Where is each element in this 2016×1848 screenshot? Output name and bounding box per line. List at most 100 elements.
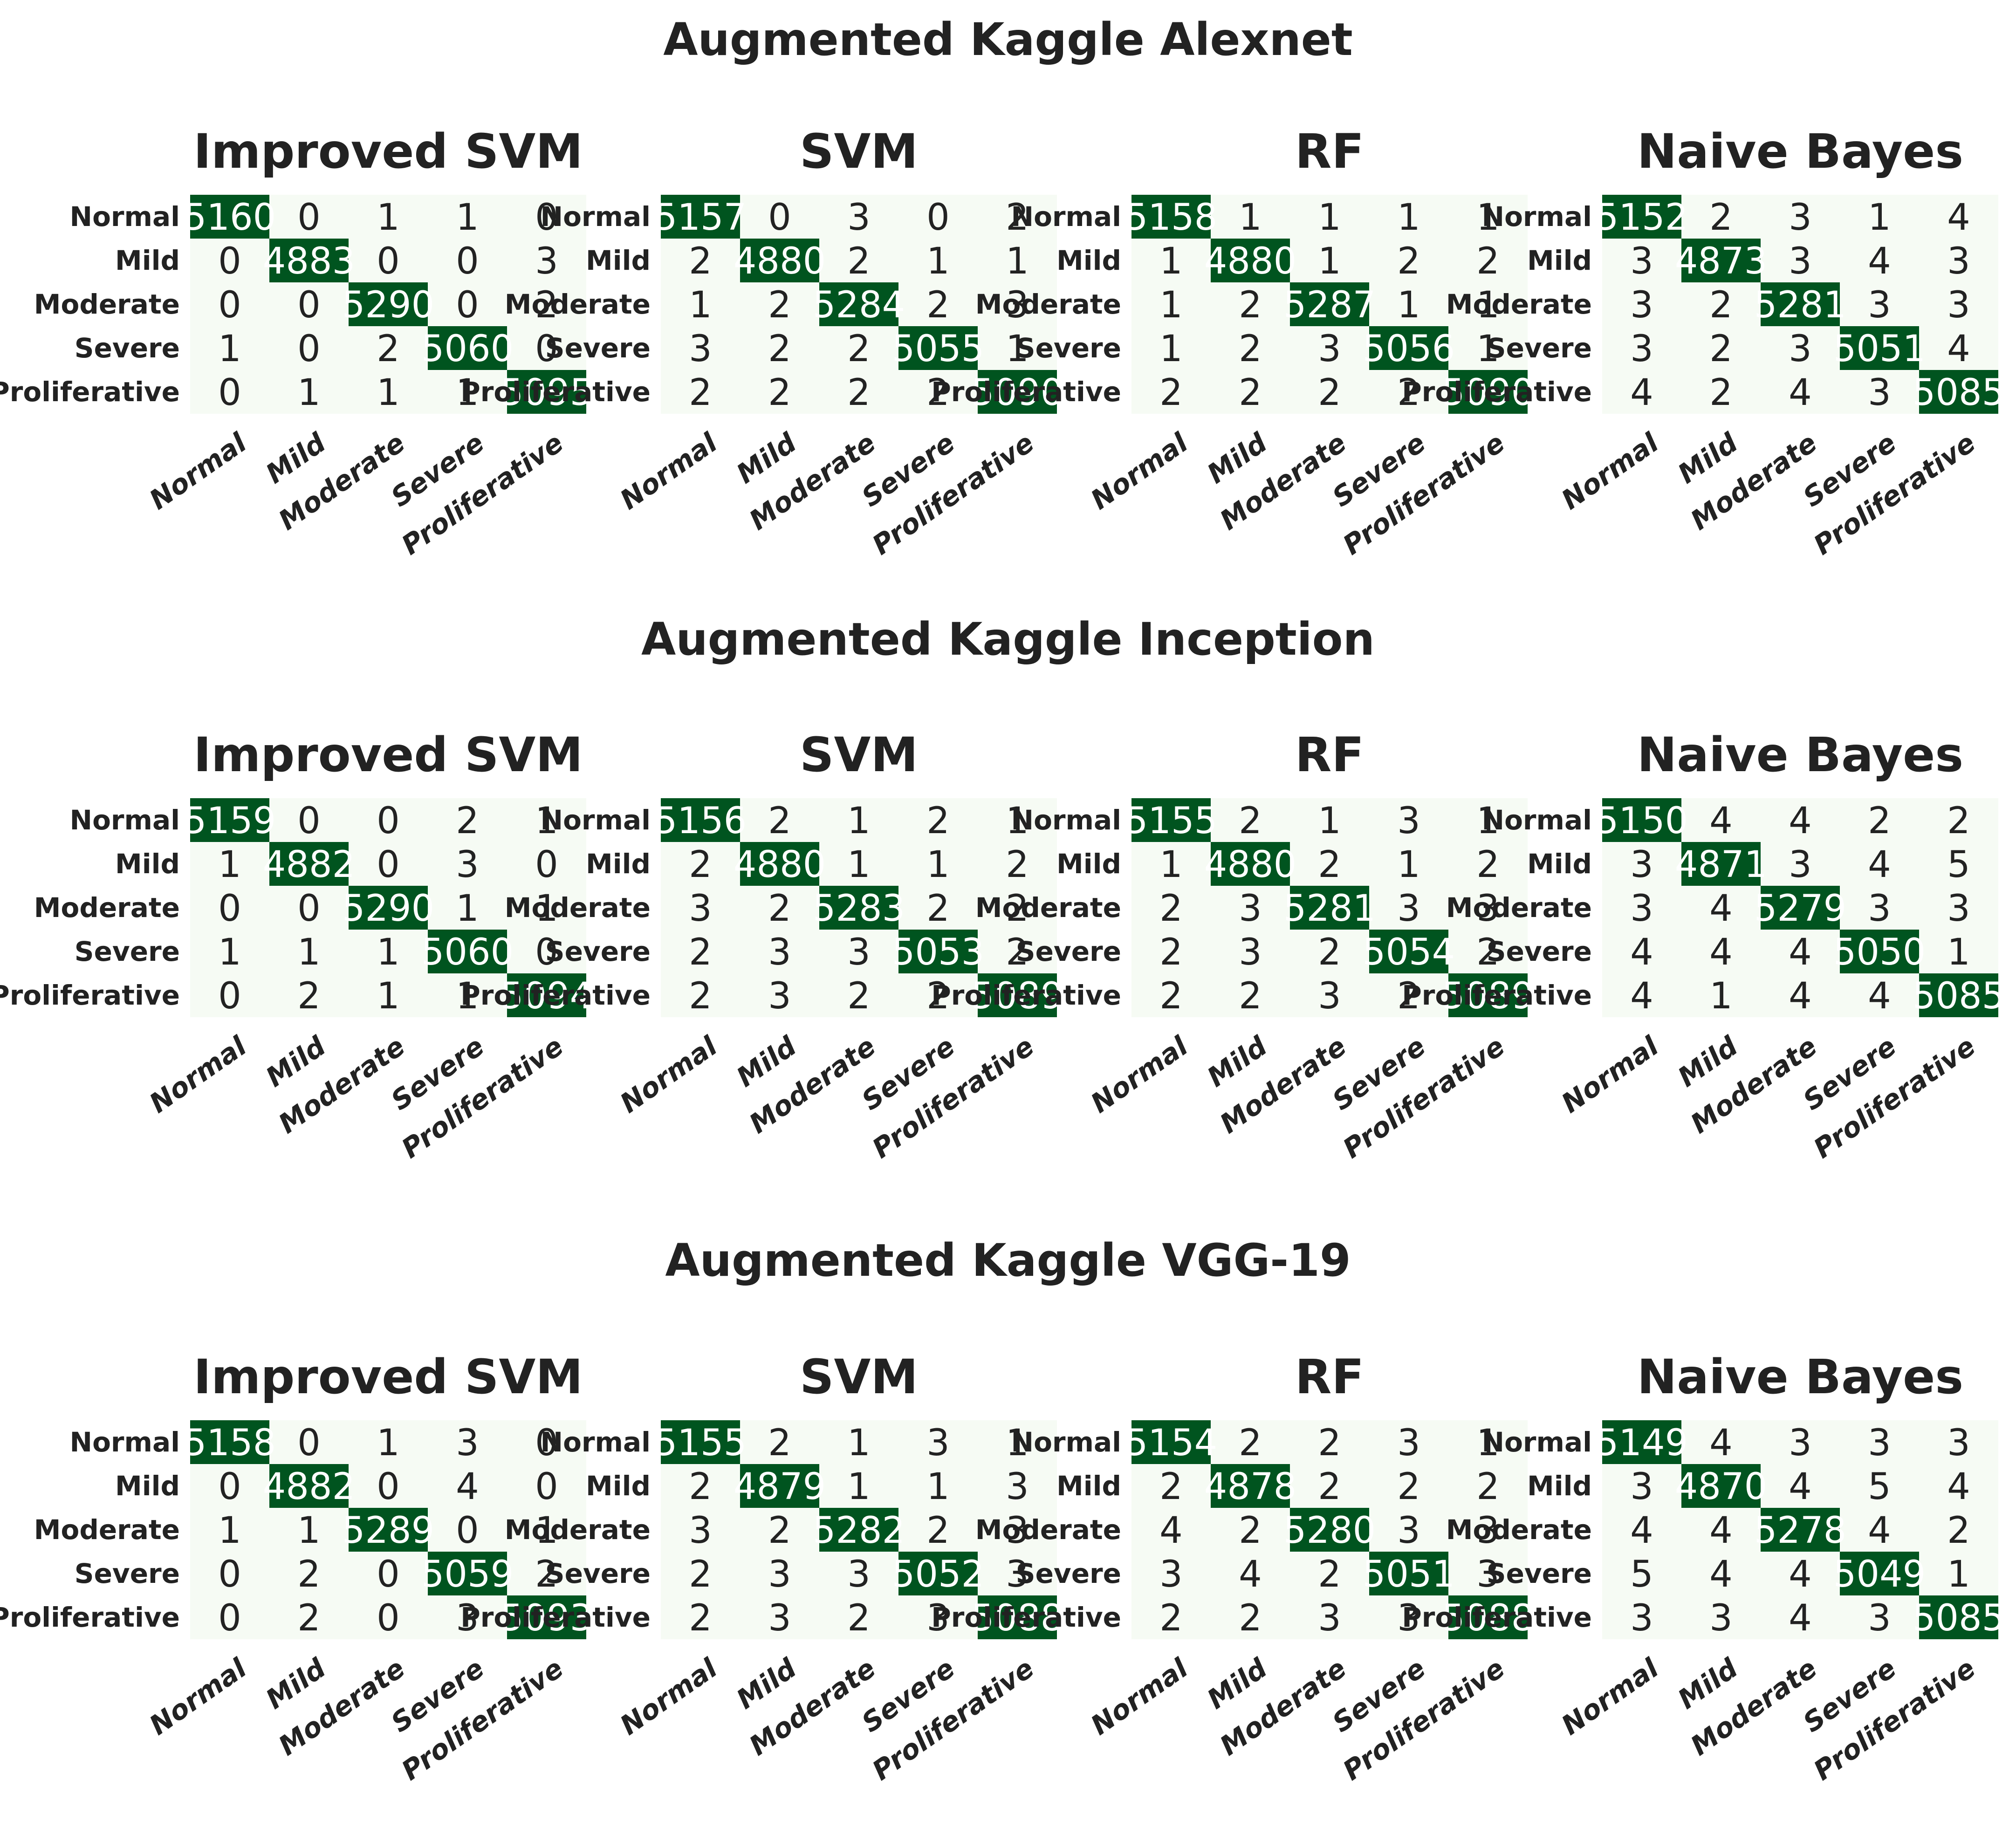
matrix-cell-value: 5281 (1754, 284, 1847, 326)
figure-row-3: Augmented Kaggle VGG-19 Improved SVM Norma… (0, 1234, 2005, 1786)
matrix-cell-value: 5051 (1363, 1554, 1455, 1595)
matrix-cell-value: 5158 (1125, 197, 1218, 239)
matrix-cell-value: 2 (1159, 931, 1183, 973)
row-label: Mild (115, 245, 180, 276)
matrix-cell-value: 0 (297, 800, 321, 842)
column-label: Normal (1085, 1652, 1194, 1741)
matrix-cell-value: 5290 (342, 284, 435, 326)
matrix-cell-highlight (1919, 370, 1998, 414)
matrix-cell-highlight (269, 1464, 349, 1508)
row-label: Proliferative (931, 376, 1121, 408)
matrix-cell-value: 2 (1006, 888, 1029, 930)
matrix-cell-value: 5085 (1913, 372, 2005, 414)
matrix-cell-value: 5056 (1363, 328, 1455, 370)
matrix-cell-value: 3 (1630, 284, 1653, 326)
matrix-cell-value: 5283 (813, 888, 905, 930)
confusion-matrix-panel: Naive Bayes Normal Mild Moderate Severe Proli… (1402, 727, 2005, 1164)
matrix-cell-value: 1 (456, 372, 479, 414)
matrix-cell-value: 1 (847, 1422, 871, 1464)
matrix-cell-value: 5060 (421, 931, 514, 973)
matrix-cell-highlight (1761, 282, 1840, 326)
row-label: Proliferative (460, 376, 651, 408)
matrix-cell-value: 5278 (1754, 1510, 1847, 1552)
matrix-cell-value: 3 (1397, 1422, 1420, 1464)
matrix-cell-highlight (1681, 1464, 1761, 1508)
matrix-cell-value: 5158 (184, 1422, 276, 1464)
row-label: Severe (1487, 936, 1592, 967)
matrix-cell-value: 2 (847, 328, 871, 370)
matrix-cell-value: 5289 (342, 1510, 435, 1552)
matrix-cell-value: 4880 (1204, 844, 1297, 886)
column-label: Normal (144, 1652, 253, 1741)
confusion-matrix-panel: RF Normal Mild Moderate Severe Proliferative N… (931, 1349, 1534, 1786)
matrix-cell-value: 1 (1318, 800, 1341, 842)
matrix-cell-value: 2 (926, 372, 950, 414)
matrix-cell-value: 1 (535, 1510, 558, 1552)
matrix-cell-value: 2 (1397, 372, 1420, 414)
matrix-cell-highlight (1290, 1508, 1369, 1552)
matrix-cell-value: 5159 (184, 800, 276, 842)
column-label: Normal (614, 1652, 723, 1741)
matrix-cell-highlight (1681, 239, 1761, 282)
matrix-cell-value: 5053 (892, 931, 985, 973)
row-label: Severe (1016, 936, 1121, 967)
matrix-cell-value: 5152 (1596, 197, 1688, 239)
matrix-cell-value: 0 (377, 240, 400, 282)
matrix-cell-value: 2 (1709, 284, 1733, 326)
matrix-cell-value: 1 (297, 1510, 321, 1552)
matrix-cell-value: 2 (1947, 800, 1970, 842)
matrix-cell-value: 1 (1476, 284, 1500, 326)
row-label: Mild (115, 848, 180, 880)
matrix-cell-highlight (1602, 1420, 1681, 1464)
matrix-cell-value: 1 (1159, 844, 1183, 886)
matrix-cell-value: 0 (297, 197, 321, 239)
matrix-cell-value: 5088 (1442, 1597, 1535, 1639)
row-label: Severe (545, 1558, 651, 1589)
matrix-cell-value: 1 (377, 197, 400, 239)
matrix-cell-value: 5149 (1596, 1422, 1688, 1464)
matrix-cell-value: 5095 (501, 372, 593, 414)
matrix-cell-value: 2 (1239, 372, 1262, 414)
column-label: Normal (1085, 426, 1194, 516)
matrix-cell-value: 3 (847, 1554, 871, 1595)
matrix-cell-highlight (740, 842, 819, 886)
row-label: Proliferative (931, 979, 1121, 1011)
matrix-cell-value: 5287 (1283, 284, 1376, 326)
matrix-cell-value: 2 (1318, 931, 1341, 973)
matrix-cell-value: 5052 (892, 1554, 985, 1595)
row-label: Normal (541, 1426, 651, 1458)
matrix-cell-highlight (1448, 370, 1528, 414)
matrix-cell-value: 2 (1239, 284, 1262, 326)
matrix-cell-highlight (1681, 842, 1761, 886)
matrix-cell-value: 3 (1476, 1554, 1500, 1595)
matrix-cell-value: 2 (689, 975, 712, 1017)
matrix-cell-value: 2 (689, 1554, 712, 1595)
matrix-cell-highlight (661, 798, 740, 842)
matrix-cell-highlight (507, 370, 586, 414)
matrix-cell-value: 3 (768, 931, 791, 973)
row-title: Augmented Kaggle VGG-19 (665, 1234, 1351, 1287)
matrix-cell-highlight (819, 886, 898, 930)
matrix-cell-value: 3 (1947, 1422, 1970, 1464)
matrix-cell-value: 3 (1630, 1466, 1653, 1508)
matrix-cell-value: 4 (1239, 1554, 1262, 1595)
matrix-cell-value: 2 (1159, 1466, 1183, 1508)
row-label: Moderate (975, 288, 1121, 320)
row-label: Moderate (34, 288, 180, 320)
confusion-matrix-panel: SVM Normal Mild Moderate Severe Proliferative… (460, 124, 1063, 561)
matrix-cell-value: 0 (535, 328, 558, 370)
matrix-cell-value: 2 (1159, 1597, 1183, 1639)
matrix-cell-value: 2 (1239, 1597, 1262, 1639)
matrix-cell-value: 2 (535, 1554, 558, 1595)
matrix-cell-value: 5 (1630, 1554, 1653, 1595)
matrix-cell-value: 5284 (813, 284, 905, 326)
matrix-cell-value: 0 (456, 284, 479, 326)
row-label: Normal (70, 1426, 180, 1458)
matrix-cell-value: 0 (377, 800, 400, 842)
matrix-cell-highlight (1840, 1552, 1919, 1595)
matrix-cell-value: 2 (456, 800, 479, 842)
matrix-cell-value: 4880 (734, 240, 826, 282)
matrix-cell-highlight (819, 1508, 898, 1552)
matrix-cell-value: 1 (689, 284, 712, 326)
matrix-cell-highlight (190, 1420, 269, 1464)
